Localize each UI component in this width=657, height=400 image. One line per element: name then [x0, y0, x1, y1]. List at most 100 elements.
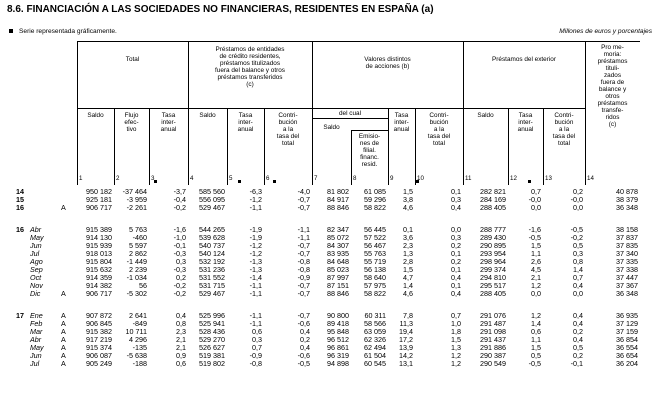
table-cell: 17,2: [399, 335, 413, 344]
table-cell: 60 545: [364, 359, 386, 368]
column-number: 6: [266, 175, 270, 182]
graphic-note: Serie representada gráficamente.: [7, 28, 117, 35]
header-top-rule: [77, 41, 640, 42]
table-row: Nov 914 382 56 -0,2 531 715 -1,1 -0,7 87 151 57 …: [0, 282, 657, 290]
table-cell: 88 846: [327, 203, 349, 212]
table-cell: -0,2: [173, 289, 186, 298]
header-prestamos-entidades: Préstamos de entidades de crédito residen…: [215, 46, 285, 88]
table-cell: 1,4: [573, 265, 583, 274]
table-cell: 914 359: [86, 273, 112, 282]
table-cell: 61 085: [364, 187, 386, 196]
table-cell: 1,4: [531, 319, 541, 328]
table-cell: 915 804: [86, 257, 112, 266]
table-cell: 95 848: [327, 327, 349, 336]
table-cell: 290 549: [480, 359, 506, 368]
table-cell: 59 296: [364, 195, 386, 204]
table-cell: 0,1: [451, 187, 461, 196]
header-flujo: Flujo efec-tivo: [124, 112, 139, 133]
table-cell: 1,1: [531, 249, 541, 258]
table-cell: -0,7: [297, 203, 310, 212]
square-bullet-icon: [9, 28, 13, 33]
table-cell: 2 862: [129, 249, 147, 258]
row-year: 16: [16, 203, 24, 212]
table-cell: 5 763: [129, 225, 147, 234]
table-cell: 906 845: [86, 319, 112, 328]
table-cell: 56 445: [364, 225, 386, 234]
table-cell: 2 239: [129, 265, 147, 274]
table-cell: 89 418: [327, 319, 349, 328]
table-cell: 0,1: [451, 281, 461, 290]
table-cell: 0,4: [451, 289, 461, 298]
group-divider: [463, 41, 464, 185]
table-cell: 96 319: [327, 351, 349, 360]
table-cell: -2 261: [126, 203, 147, 212]
row-month: Jul: [30, 249, 40, 258]
table-cell: 1,8: [451, 327, 461, 336]
row-month: Abr: [30, 335, 42, 344]
table-cell: 299 374: [480, 265, 506, 274]
column-number: 5: [229, 175, 233, 182]
table-cell: -0,1: [173, 241, 186, 250]
row-month: Jul: [30, 359, 40, 368]
table-cell: -1,1: [249, 319, 262, 328]
table-cell: 291 487: [480, 319, 506, 328]
table-cell: 0,1: [451, 265, 461, 274]
table-cell: -1,9: [249, 233, 262, 242]
table-cell: 0,4: [451, 203, 461, 212]
table-cell: 914 382: [86, 281, 112, 290]
table-cell: 0,4: [451, 273, 461, 282]
table-cell: 0,4: [573, 281, 583, 290]
table-cell: 0,5: [573, 241, 583, 250]
column-number: 7: [314, 175, 318, 182]
column-number: 14: [587, 175, 594, 182]
table-cell: 37 447: [616, 273, 638, 282]
header-tasa: Tasa inter-anual: [393, 112, 410, 133]
table-cell: 950 182: [86, 187, 112, 196]
table-cell: 56 138: [364, 265, 386, 274]
emisiones-rule: [351, 130, 388, 131]
column-divider: [508, 108, 509, 185]
table-cell: 288 777: [480, 225, 506, 234]
table-cell: -1,3: [249, 257, 262, 266]
table-cell: 1,2: [531, 311, 541, 320]
table-cell: -0,7: [297, 311, 310, 320]
column-divider: [388, 108, 389, 185]
header-saldo: Saldo: [199, 112, 216, 119]
table-cell: -0,4: [173, 195, 186, 204]
table-cell: -4,0: [297, 187, 310, 196]
table-cell: 0,4: [300, 327, 310, 336]
row-flag: A: [61, 343, 66, 352]
header-prestamos-exterior: Préstamos del exterior: [492, 56, 556, 63]
table-cell: 282 821: [480, 187, 506, 196]
table-cell: 288 405: [480, 289, 506, 298]
row-year: 16: [16, 225, 24, 234]
table-row: Feb A 906 845 -849 0,8 525 941 -1,1 -0,6 89 418 5…: [0, 320, 657, 328]
column-number: 10: [417, 175, 424, 182]
table-cell: 906 087: [86, 351, 112, 360]
table-cell: 0,2: [451, 257, 461, 266]
table-row: 16 Abr 915 389 5 763 -1,6 544 265 -1,9 -1,1 82 3…: [0, 226, 657, 234]
table-cell: 0,0: [573, 289, 583, 298]
table-cell: -5 638: [126, 351, 147, 360]
table-cell: -1,1: [249, 203, 262, 212]
table-cell: 36 854: [616, 335, 638, 344]
table-cell: 1,2: [451, 351, 461, 360]
table-cell: 0,1: [451, 249, 461, 258]
row-month: Mar: [30, 327, 43, 336]
table-cell: 0,3: [451, 233, 461, 242]
table-cell: 0,8: [573, 257, 583, 266]
table-cell: 57 975: [364, 281, 386, 290]
table-cell: 917 219: [86, 335, 112, 344]
table-cell: 0,7: [451, 311, 461, 320]
table-row: Jul 918 013 2 862 -0,3 540 124 -1,2 -0,7 83 935…: [0, 250, 657, 258]
table-cell: 528 436: [199, 327, 225, 336]
group-divider: [585, 41, 586, 185]
header-saldo: Saldo: [323, 124, 340, 131]
table-cell: 2,8: [403, 257, 413, 266]
table-cell: 915 389: [86, 225, 112, 234]
table-cell: 62 326: [364, 335, 386, 344]
table-cell: 2,6: [531, 257, 541, 266]
column-divider: [227, 108, 228, 185]
table-cell: 84 917: [327, 195, 349, 204]
table-cell: -0,0: [570, 195, 583, 204]
